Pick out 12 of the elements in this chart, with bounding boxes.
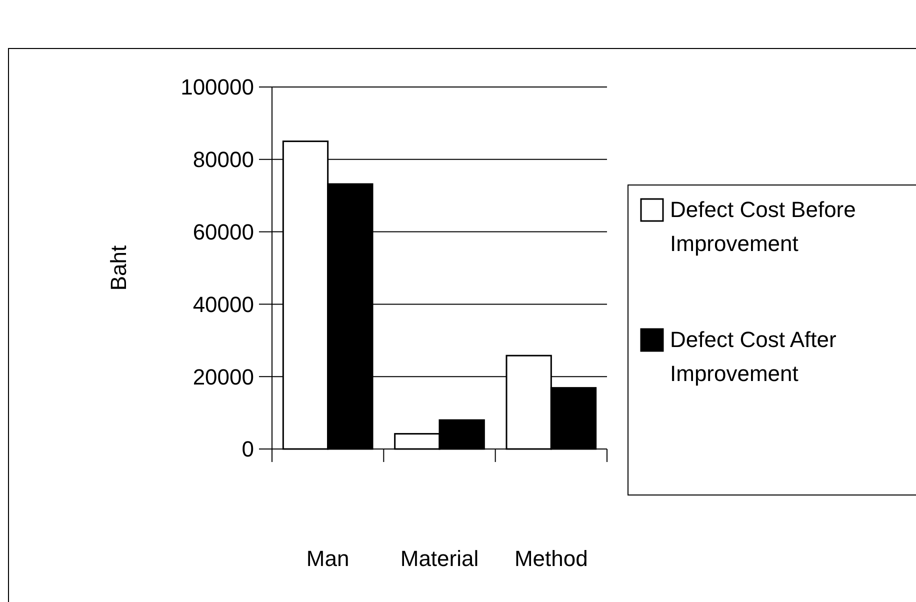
y-tick-label: 60000 (192, 220, 254, 244)
y-axis-title: Baht (106, 245, 131, 291)
x-tick-label: Method (514, 546, 588, 571)
y-tick-label: 0 (242, 436, 254, 462)
x-tick-label: Man (306, 546, 350, 571)
y-tick-label: 20000 (192, 364, 254, 390)
y-tick-label: 100000 (180, 74, 254, 100)
legend-label: Defect Cost After Improvement (670, 326, 838, 388)
y-tick-label: 40000 (192, 292, 254, 317)
y-tick-label: 80000 (192, 147, 254, 172)
x-tick-label: Material (400, 546, 479, 571)
legend-label: Defect Cost Before Improvement (670, 196, 857, 258)
